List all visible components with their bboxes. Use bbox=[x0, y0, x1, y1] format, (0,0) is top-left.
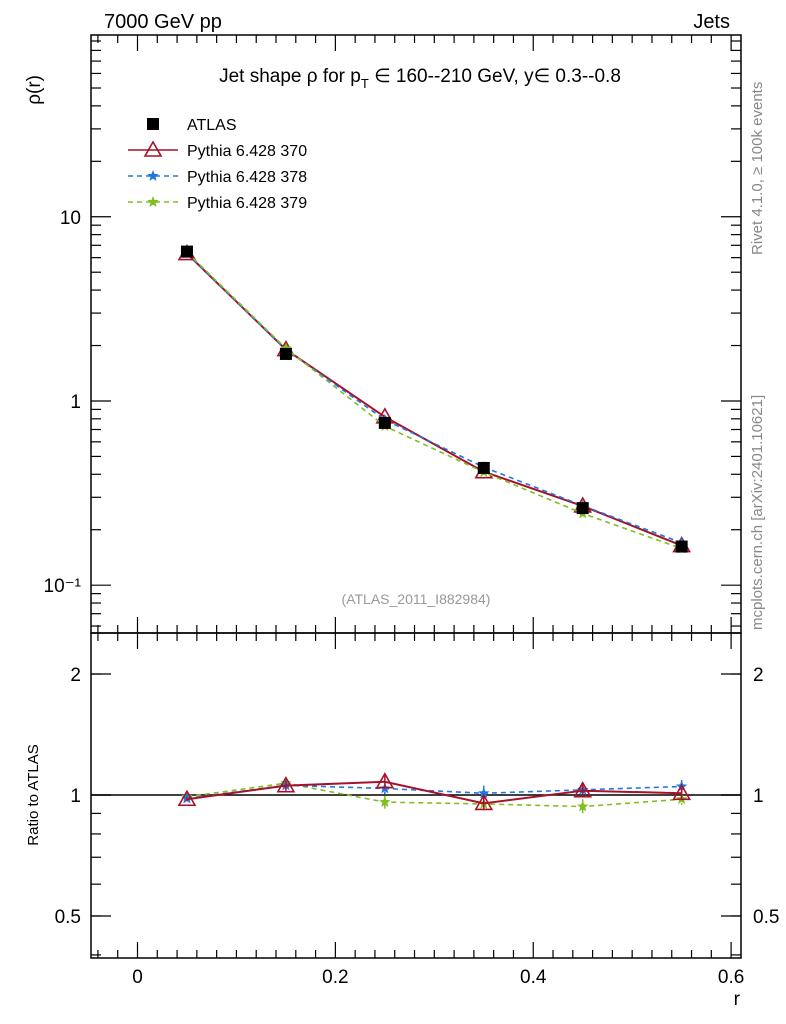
legend-label: Pythia 6.428 379 bbox=[187, 195, 307, 212]
data-point bbox=[474, 793, 494, 811]
legend: ATLAS Pythia 6.428 370 Pythia 6.428 378 Pyt… bbox=[128, 117, 307, 212]
series-line bbox=[186, 251, 682, 550]
y-tick-label: 10⁻¹ bbox=[44, 576, 82, 597]
annotation: (ATLAS_2011_I882984) bbox=[342, 591, 491, 607]
legend-label: ATLAS bbox=[187, 117, 237, 134]
y-axis-label-ratio: Ratio to ATLAS bbox=[25, 744, 42, 845]
rivet-label: Rivet 4.1.0, ≥ 100k events bbox=[749, 82, 766, 255]
y-tick-label: 0.5 bbox=[55, 907, 81, 928]
legend-label: Pythia 6.428 370 bbox=[187, 143, 307, 160]
data-point bbox=[280, 342, 292, 354]
data-point bbox=[478, 787, 490, 799]
legend-marker bbox=[147, 196, 159, 207]
data-point bbox=[279, 347, 292, 360]
y-tick-label: 1 bbox=[70, 786, 81, 807]
main-title: Jet shape ρ for pT ∈ 160--210 GeV, y∈ 0.… bbox=[219, 66, 621, 91]
y-tick-label-right: 0.5 bbox=[753, 907, 779, 928]
data-point bbox=[378, 416, 391, 429]
mcplots-label: mcplots.cern.ch [arXiv:2401.10621] bbox=[749, 395, 766, 630]
data-point bbox=[375, 772, 395, 789]
header-right: Jets bbox=[693, 11, 730, 33]
y-tick-label-right: 1 bbox=[753, 786, 764, 807]
y-tick-label-right: 2 bbox=[753, 665, 764, 686]
series-line bbox=[186, 252, 682, 544]
series-line bbox=[186, 782, 682, 808]
series-line bbox=[186, 252, 683, 547]
x-tick-label: 0 bbox=[132, 967, 143, 988]
y-tick-label: 10 bbox=[60, 208, 81, 229]
legend-label: Pythia 6.428 378 bbox=[187, 169, 307, 186]
data-point bbox=[573, 781, 593, 798]
legend-marker bbox=[147, 118, 159, 130]
data-point bbox=[379, 796, 391, 807]
data-point bbox=[576, 502, 589, 515]
data-point bbox=[477, 461, 490, 474]
ratio-plot: 2 2 1 1 0.5 0.5 0 0.2 0.4 0.6 bbox=[55, 632, 779, 988]
y-tick-label: 1 bbox=[70, 392, 81, 413]
x-tick-label: 0.6 bbox=[718, 967, 744, 988]
data-point bbox=[177, 789, 197, 807]
legend-marker bbox=[143, 140, 163, 157]
y-tick-label: 2 bbox=[70, 665, 81, 686]
header-left: 7000 GeV pp bbox=[104, 11, 222, 33]
data-point bbox=[675, 540, 688, 553]
x-tick-label: 0.4 bbox=[520, 967, 547, 988]
data-point bbox=[180, 245, 193, 258]
x-axis-label: r bbox=[734, 989, 741, 1010]
x-tick-label: 0.2 bbox=[322, 967, 348, 988]
data-point bbox=[276, 776, 296, 793]
y-axis-label-main: ρ(r) bbox=[24, 75, 45, 105]
data-point bbox=[577, 800, 589, 812]
series-line bbox=[186, 780, 682, 805]
legend-marker bbox=[147, 170, 159, 181]
data-point bbox=[672, 783, 692, 801]
